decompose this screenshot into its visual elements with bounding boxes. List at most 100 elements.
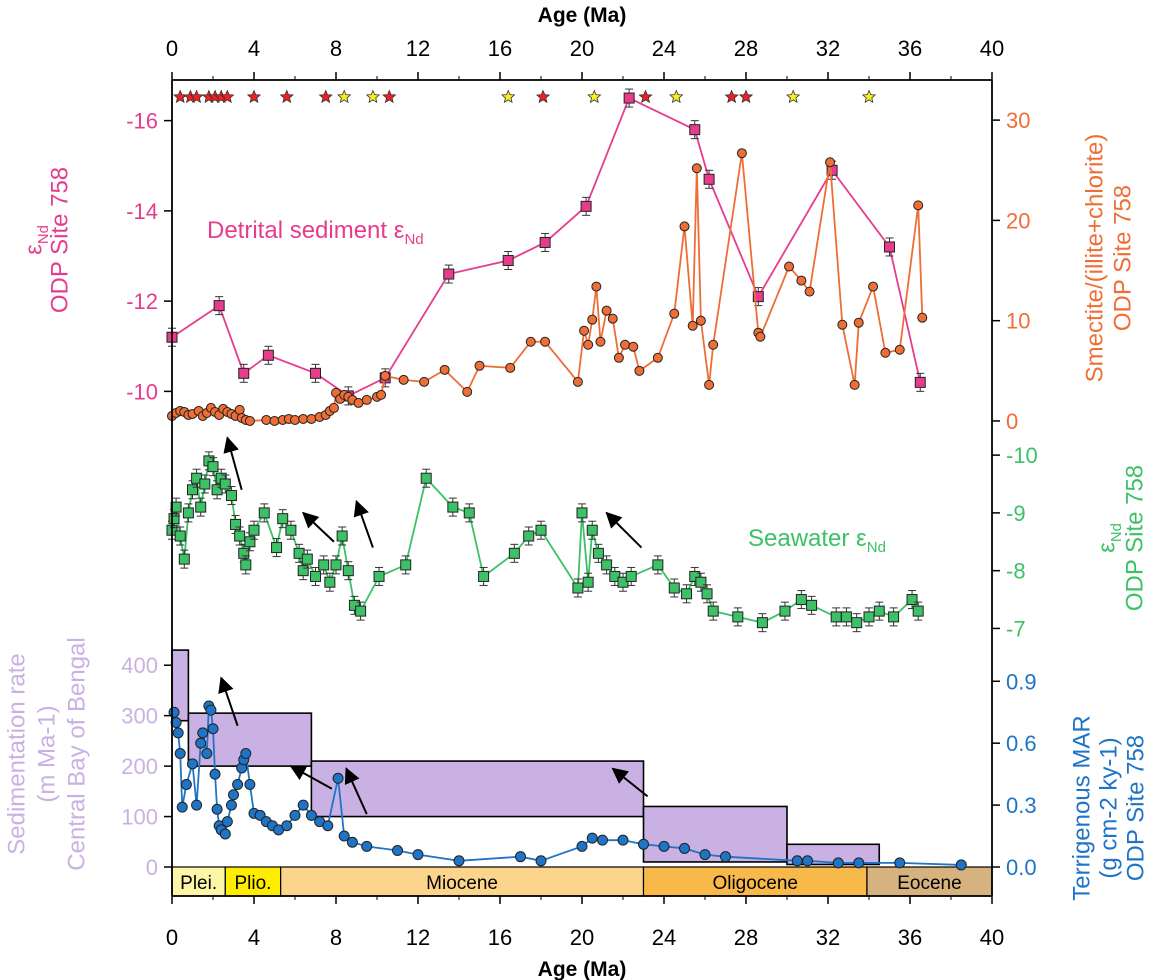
age-star-marker bbox=[246, 89, 262, 104]
x-axis-title-bottom: Age (Ma) bbox=[538, 958, 627, 980]
mar-y-tick-label: 0.6 bbox=[1006, 731, 1037, 756]
seawater-y-tick-label: -10 bbox=[1006, 443, 1038, 468]
data-point bbox=[515, 851, 526, 863]
mar-y-title-line: ODP Site 758 bbox=[1122, 735, 1149, 881]
data-point bbox=[582, 576, 594, 588]
data-point bbox=[791, 855, 803, 867]
data-point bbox=[535, 855, 547, 867]
sedrate-y-title-line: Central Bay of Bengal bbox=[63, 637, 90, 870]
x-tick-label-top: 32 bbox=[816, 36, 840, 61]
data-point bbox=[328, 402, 339, 413]
data-point bbox=[376, 389, 387, 400]
data-point bbox=[681, 588, 693, 600]
age-star-marker bbox=[365, 89, 381, 104]
data-point bbox=[689, 570, 701, 582]
sedrate-y-title-line: (m Ma-1) bbox=[33, 705, 60, 802]
data-point bbox=[796, 275, 807, 286]
trend-arrow bbox=[223, 436, 243, 491]
data-point bbox=[205, 704, 217, 716]
data-point bbox=[617, 576, 629, 588]
detrital-y-tick-label: -14 bbox=[126, 199, 158, 224]
data-point bbox=[281, 820, 293, 832]
x-tick-label-top: 8 bbox=[330, 36, 342, 61]
data-point bbox=[668, 582, 680, 594]
seawater-y-tick-label: -8 bbox=[1006, 559, 1026, 584]
detrital-annotation: Detrital sediment εNd bbox=[207, 217, 424, 248]
data-point bbox=[806, 599, 818, 611]
trend-arrows bbox=[218, 436, 649, 815]
mar-y-title: Terrigenous MAR (g cm-2 ky-1) ODP Site 758 bbox=[1068, 715, 1149, 900]
data-point bbox=[269, 415, 280, 426]
data-point bbox=[579, 325, 590, 336]
age-star-marker bbox=[587, 89, 602, 104]
data-point bbox=[687, 320, 698, 331]
sedrate-y-tick-label: 400 bbox=[121, 653, 158, 678]
data-point bbox=[338, 830, 350, 842]
data-point bbox=[392, 844, 403, 856]
data-point bbox=[219, 828, 231, 840]
data-point bbox=[277, 513, 289, 525]
data-point bbox=[262, 349, 274, 361]
trend-arrow bbox=[218, 676, 239, 727]
data-point bbox=[361, 840, 373, 852]
data-point bbox=[695, 576, 707, 588]
data-point bbox=[285, 524, 297, 536]
data-point bbox=[439, 364, 450, 375]
epoch-plio bbox=[224, 866, 282, 897]
data-point bbox=[679, 221, 690, 232]
data-point bbox=[572, 582, 584, 594]
data-point bbox=[691, 163, 702, 174]
data-point bbox=[419, 376, 430, 387]
data-point bbox=[652, 559, 664, 571]
detrital-y-tick-label: -12 bbox=[126, 289, 158, 314]
data-point bbox=[182, 507, 194, 519]
x-tick-label-bottom: 36 bbox=[898, 925, 922, 950]
data-point bbox=[592, 547, 604, 559]
data-point bbox=[463, 507, 475, 519]
data-point bbox=[913, 200, 924, 211]
age-star-marker bbox=[535, 89, 551, 104]
data-point bbox=[736, 148, 747, 159]
data-point bbox=[634, 365, 645, 376]
x-tick-label-bottom: 4 bbox=[248, 925, 260, 950]
sedrate-y-tick-label: 300 bbox=[121, 704, 158, 729]
smectite-y-tick-label: 30 bbox=[1006, 108, 1030, 133]
data-point bbox=[176, 801, 188, 813]
x-tick-label-top: 20 bbox=[570, 36, 594, 61]
x-tick-label-bottom: 16 bbox=[488, 925, 512, 950]
age-star-marker bbox=[337, 89, 352, 104]
data-point bbox=[597, 834, 608, 846]
data-point bbox=[332, 772, 344, 784]
data-point bbox=[398, 374, 409, 385]
sedimentation-rate-box bbox=[642, 805, 788, 863]
x-tick-label-bottom: 24 bbox=[652, 925, 676, 950]
data-point bbox=[884, 241, 895, 253]
trend-arrow bbox=[353, 499, 374, 548]
data-point bbox=[849, 379, 860, 390]
data-point bbox=[195, 501, 207, 513]
data-point bbox=[601, 305, 612, 316]
data-point bbox=[240, 748, 252, 759]
age-star-marker bbox=[382, 89, 397, 104]
data-point bbox=[755, 331, 766, 342]
data-point bbox=[756, 617, 768, 629]
age-markers bbox=[173, 89, 877, 104]
age-star-marker bbox=[738, 89, 754, 104]
data-point bbox=[652, 352, 663, 363]
age-star-marker bbox=[861, 89, 877, 104]
mar-y-title-line: (g cm-2 ky-1) bbox=[1095, 737, 1122, 878]
x-axis-title-top: Age (Ma) bbox=[538, 4, 627, 27]
data-point bbox=[322, 820, 334, 832]
x-tick-label-top: 40 bbox=[980, 36, 1004, 61]
data-point bbox=[580, 200, 592, 212]
mar-y-title-line: Terrigenous MAR bbox=[1068, 715, 1095, 900]
data-point bbox=[380, 370, 391, 381]
data-point bbox=[825, 157, 836, 168]
smectite-y-tick-label: 0 bbox=[1006, 409, 1018, 434]
seawater-y-tick-label: -9 bbox=[1006, 501, 1026, 526]
data-point bbox=[195, 737, 207, 749]
data-point bbox=[540, 336, 551, 347]
data-point bbox=[420, 472, 432, 484]
data-point bbox=[244, 778, 256, 790]
